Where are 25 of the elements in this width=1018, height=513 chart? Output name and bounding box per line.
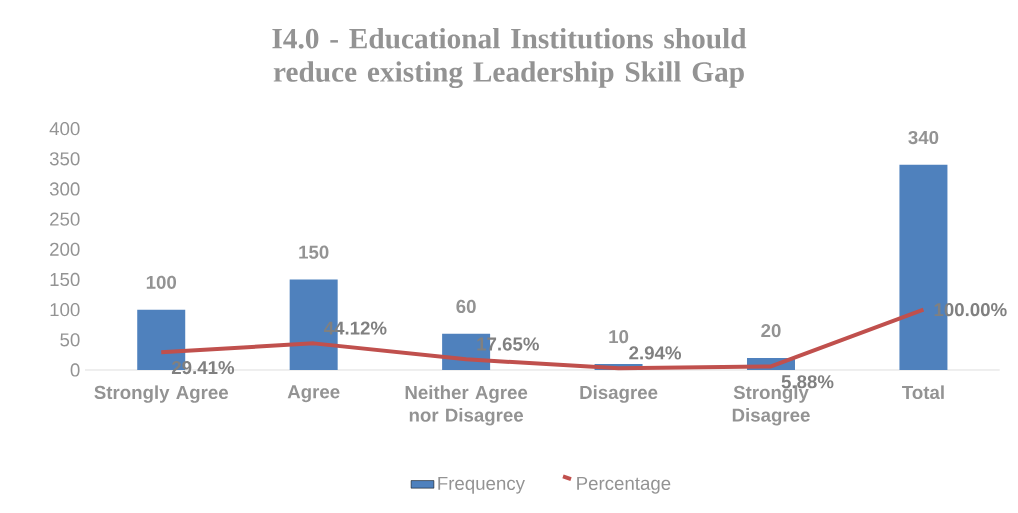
data-label: 60 (456, 299, 476, 314)
y-tick-label: 50 (60, 333, 80, 347)
data-label: 20 (761, 323, 781, 338)
x-tick-label: Total (902, 385, 944, 400)
data-label: 10 (609, 330, 629, 344)
legend-label: Frequency (438, 476, 525, 494)
y-tick-label: 200 (50, 242, 80, 256)
data-label: 150 (299, 245, 329, 259)
y-tick-label: 150 (50, 272, 80, 287)
legend-label: Percentage (577, 476, 671, 494)
y-tick-label: 0 (70, 363, 80, 377)
y-tick-label: 350 (49, 152, 80, 166)
x-tick-label: Agree (287, 385, 340, 403)
x-tick-label: Disagree (580, 385, 658, 403)
x-tick-label: Neither Agree nor Disagree (405, 385, 528, 426)
data-label: 29.41% (171, 360, 235, 375)
y-tick-label: 300 (49, 182, 80, 196)
y-tick-label: 400 (49, 122, 80, 136)
chart-title: I4.0 - Educational Institutions should reduce existing Leadership Skill Gap (272, 27, 747, 89)
y-tick-label: 100 (50, 303, 80, 317)
x-tick-label: Strongly Agree (94, 385, 228, 403)
data-label: 100 (146, 275, 177, 289)
data-label: 340 (908, 130, 939, 145)
data-label: 2.94% (629, 346, 682, 360)
y-tick-label: 250 (50, 212, 80, 226)
